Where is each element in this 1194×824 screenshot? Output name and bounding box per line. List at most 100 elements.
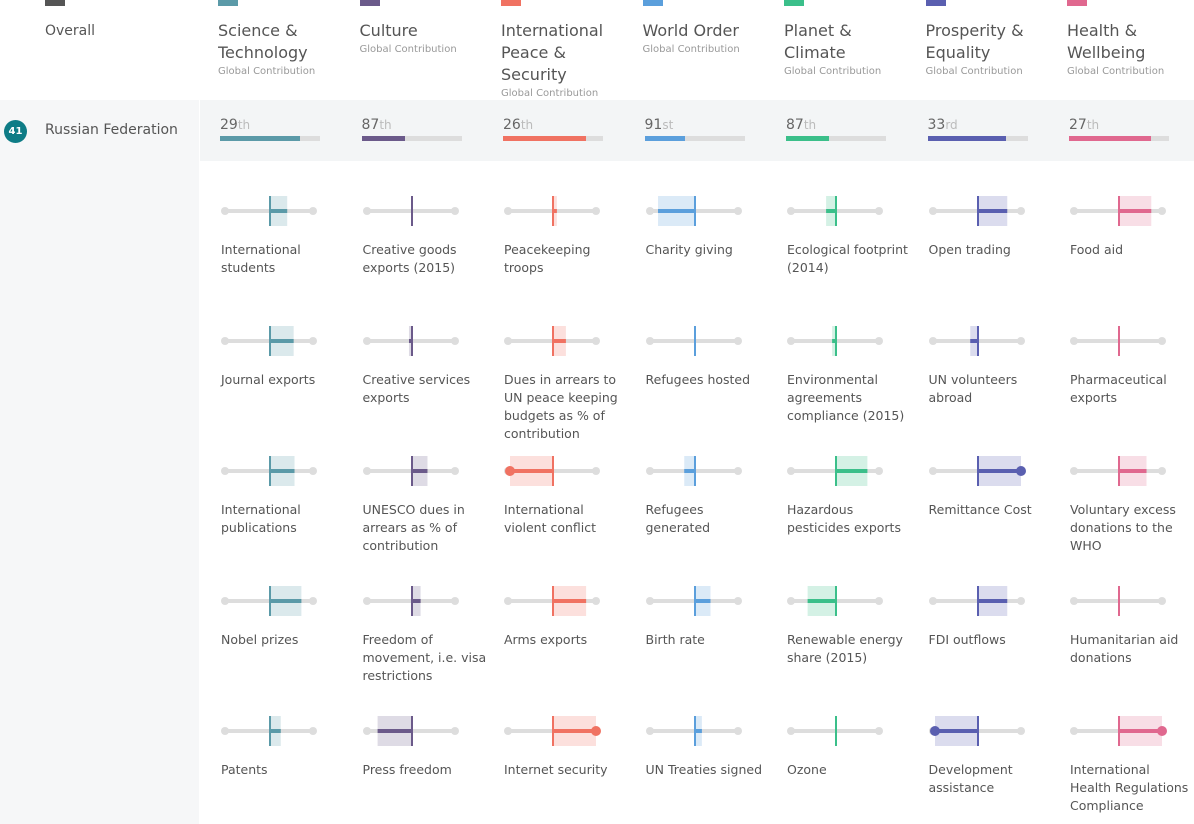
indicator-label: Charity giving (645, 242, 733, 257)
gauge-end (1016, 727, 1025, 735)
indicator-gauge (1070, 586, 1166, 616)
rank-fill (1069, 136, 1151, 141)
gauge-end (1158, 207, 1166, 215)
rank-number: 91 (644, 117, 663, 133)
rank-suffix: th (237, 118, 251, 132)
rank-text: 26th (503, 117, 533, 133)
gauge-end (504, 337, 512, 345)
gauge-end (1070, 597, 1078, 605)
indicator-gauge (362, 586, 459, 616)
indicator-gauge (1070, 716, 1167, 746)
rank-suffix: th (1086, 118, 1100, 132)
overall-header[interactable]: Overall (45, 23, 96, 39)
gauge-end (450, 337, 459, 345)
indicator-gauge (645, 456, 742, 486)
gauge-end (450, 467, 459, 475)
rank-track (644, 136, 745, 141)
gauge-end (787, 467, 795, 475)
rank-number: 29 (220, 117, 238, 133)
indicator-gauge (645, 586, 742, 616)
indicator-label: Refugees generated (645, 502, 711, 535)
column-color-marker (501, 0, 521, 6)
indicator-end (929, 726, 940, 736)
indicator-label: Patents (221, 762, 268, 777)
indicator-label: Ozone (787, 762, 827, 777)
gauge-end (875, 467, 883, 475)
indicator-gauge (504, 716, 601, 746)
gauge-end (875, 597, 883, 605)
indicator-label: Creative goods exports (2015) (362, 242, 457, 275)
indicator-end (591, 726, 601, 736)
gauge-end (309, 727, 317, 735)
indicator-label: International publications (221, 502, 301, 535)
column-title[interactable]: Planet & Climate (784, 21, 852, 62)
indicator-gauge (221, 716, 317, 746)
column-subtitle: Global Contribution (218, 66, 316, 77)
gauge-end (787, 727, 795, 735)
indicator-label: Birth rate (645, 632, 705, 647)
indicator-gauge (787, 586, 883, 616)
indicator-gauge (787, 326, 883, 356)
column-header[interactable]: International Peace & Security Global Con… (501, 0, 637, 100)
column-header[interactable]: Prosperity & Equality Global Contribution (926, 0, 1062, 100)
gauge-end (645, 727, 654, 735)
gauge-end (221, 337, 229, 345)
gauge-end (362, 207, 371, 215)
indicator-label: UN Treaties signed (645, 762, 763, 777)
indicator-gauge (504, 196, 600, 226)
column-title[interactable]: World Order (642, 21, 739, 40)
rank-fill (503, 136, 586, 141)
indicator-gauge (1070, 326, 1166, 356)
gauge-end (362, 337, 371, 345)
rank-fill (361, 136, 405, 141)
indicator-label: Press freedom (362, 762, 452, 777)
column-header[interactable]: World Order Global Contribution (643, 0, 779, 100)
rank-text: 27th (1069, 117, 1099, 133)
column-header[interactable]: Culture Global Contribution (360, 0, 496, 100)
gauge-end (221, 467, 229, 475)
gauge-end (450, 597, 459, 605)
column-header[interactable]: Planet & Climate Global Contribution (784, 0, 920, 100)
rank-number: 33 (927, 117, 946, 133)
indicator-label: Creative services exports (362, 372, 471, 405)
indicator-gauge (504, 326, 600, 356)
indicator-gauge (787, 716, 883, 746)
indicator-gauge (928, 326, 1025, 356)
gauge-end (875, 207, 883, 215)
column-title[interactable]: International Peace & Security (501, 21, 604, 84)
gauge-end (1070, 337, 1078, 345)
column-title[interactable]: Science & Technology (218, 21, 308, 62)
column-title[interactable]: Health & Wellbeing (1067, 21, 1146, 62)
left-panel (0, 100, 199, 824)
indicator-gauge (787, 196, 883, 226)
indicator-gauge (362, 196, 459, 226)
country-name[interactable]: Russian Federation (45, 122, 178, 138)
column-subtitle: Global Contribution (359, 44, 457, 55)
gauge-end (875, 337, 883, 345)
rank-fill (644, 136, 685, 141)
indicator-label: Environmental agreements compliance (201… (787, 372, 905, 423)
gauge-end (221, 207, 229, 215)
indicator-label: Refugees hosted (645, 372, 751, 387)
column-color-marker (1067, 0, 1087, 6)
column-color-marker (359, 0, 380, 6)
indicator-label: Pharmaceutical exports (1070, 372, 1167, 405)
rank-track (361, 136, 462, 141)
indicator-label: Peacekeeping troops (504, 242, 591, 275)
column-title[interactable]: Prosperity & Equality (925, 21, 1024, 62)
gauge-end (645, 337, 654, 345)
gauge-end (221, 597, 229, 605)
column-subtitle: Global Contribution (1067, 66, 1165, 77)
gauge-end (221, 727, 229, 735)
gauge-end (592, 467, 600, 475)
indicator-label: UNESCO dues in arrears as % of contribut… (362, 502, 465, 553)
gauge-end (504, 597, 512, 605)
rank-text: 87th (786, 117, 816, 133)
column-title[interactable]: Culture (359, 21, 418, 40)
column-header[interactable]: Health & Wellbeing Global Contribution (1067, 0, 1194, 100)
indicator-label: FDI outflows (928, 632, 1006, 647)
column-header[interactable]: Science & Technology Global Contribution (218, 0, 354, 100)
gauge-end (1016, 337, 1025, 345)
indicator-label: Arms exports (504, 632, 588, 647)
indicator-gauge (928, 716, 1025, 746)
